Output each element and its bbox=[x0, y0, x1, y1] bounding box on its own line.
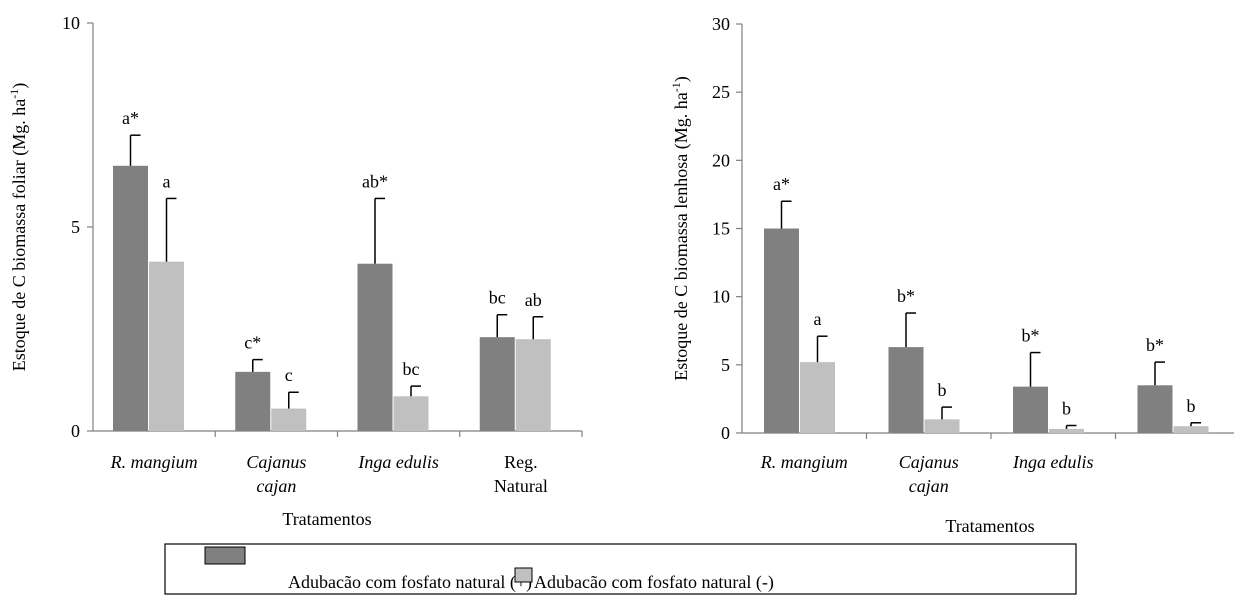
category-label: Natural bbox=[494, 476, 548, 496]
legend-swatch-without-phosphate bbox=[514, 567, 533, 583]
category-label: cajan bbox=[909, 476, 949, 496]
y-axis-title-end: ) bbox=[671, 76, 692, 82]
y-axis-title-end: ) bbox=[9, 83, 30, 89]
bar bbox=[149, 261, 184, 431]
bar bbox=[924, 419, 960, 433]
y-axis-title: Estoque de C biomassa foliar (Mg. ha-1) bbox=[7, 83, 30, 371]
x-axis-title: Tratamentos bbox=[282, 509, 371, 529]
significance-label: a bbox=[163, 171, 171, 191]
y-axis-title: Estoque de C biomassa lenhosa (Mg. ha-1) bbox=[669, 76, 692, 380]
category-label: Reg. bbox=[504, 452, 538, 472]
y-tick-label: 20 bbox=[712, 150, 730, 170]
y-axis-title-main: Estoque de C biomassa foliar (Mg. ha bbox=[9, 99, 30, 371]
y-tick-label: 5 bbox=[721, 355, 730, 375]
y-tick-label: 0 bbox=[721, 423, 730, 443]
legend-label-without-phosphate: Adubacão com fosfato natural (-) bbox=[534, 572, 774, 593]
significance-label: c* bbox=[244, 333, 261, 353]
significance-label: b bbox=[938, 380, 947, 400]
y-tick-label: 5 bbox=[71, 217, 80, 237]
legend: Adubacão com fosfato natural (+) Adubacã… bbox=[164, 543, 1077, 595]
bar bbox=[1137, 385, 1173, 433]
bar bbox=[271, 408, 307, 431]
category-label: R. mangium bbox=[760, 452, 848, 472]
bar bbox=[1013, 386, 1048, 433]
y-tick-label: 25 bbox=[712, 82, 730, 102]
bar bbox=[800, 362, 835, 433]
category-label: Inga edulis bbox=[1012, 452, 1094, 472]
significance-label: b bbox=[1062, 399, 1071, 419]
significance-label: ab* bbox=[362, 171, 388, 191]
legend-frame bbox=[164, 543, 1077, 595]
y-tick-label: 10 bbox=[712, 287, 730, 307]
bar bbox=[1049, 428, 1084, 433]
bar bbox=[479, 337, 515, 431]
bar bbox=[113, 165, 148, 432]
y-axis-title-main: Estoque de C biomassa lenhosa (Mg. ha bbox=[671, 92, 692, 380]
category-label: Cajanus bbox=[246, 452, 306, 472]
legend-swatch-with-phosphate bbox=[204, 546, 246, 565]
category-label: Inga edulis bbox=[357, 452, 439, 472]
bar bbox=[235, 371, 271, 431]
bar bbox=[764, 228, 799, 433]
category-label: cajan bbox=[256, 476, 296, 496]
y-tick-label: 15 bbox=[712, 219, 730, 239]
y-tick-label: 30 bbox=[712, 14, 730, 34]
bar bbox=[1173, 426, 1209, 433]
significance-label: bc bbox=[489, 288, 506, 308]
significance-label: ab bbox=[525, 290, 542, 310]
woody-biomass-chart: 0 5 10 15 20 25 30 a* b* b* b* a b b b R. mangium Cajanu… bbox=[669, 14, 1234, 536]
y-axis-title-superscript: -1 bbox=[7, 89, 21, 99]
significance-label: b* bbox=[897, 286, 915, 306]
significance-label: b* bbox=[1022, 326, 1040, 346]
y-tick-label: 10 bbox=[62, 13, 80, 33]
significance-label: a* bbox=[122, 108, 139, 128]
significance-label: b* bbox=[1146, 335, 1164, 355]
x-axis-title: Tratamentos bbox=[945, 516, 1034, 536]
bar bbox=[888, 347, 924, 433]
category-label: Cajanus bbox=[899, 452, 959, 472]
bar bbox=[393, 396, 429, 431]
significance-label: b bbox=[1187, 396, 1196, 416]
significance-label: bc bbox=[403, 359, 420, 379]
significance-label: c bbox=[285, 365, 293, 385]
y-axis-title-superscript: -1 bbox=[669, 82, 683, 92]
legend-label-with-phosphate: Adubacão com fosfato natural (+) bbox=[288, 572, 532, 593]
bar bbox=[357, 263, 393, 431]
significance-label: a bbox=[814, 309, 822, 329]
significance-label: a* bbox=[773, 174, 790, 194]
y-tick-label: 0 bbox=[71, 421, 80, 441]
bar bbox=[515, 339, 551, 431]
category-label: R. mangium bbox=[110, 452, 198, 472]
